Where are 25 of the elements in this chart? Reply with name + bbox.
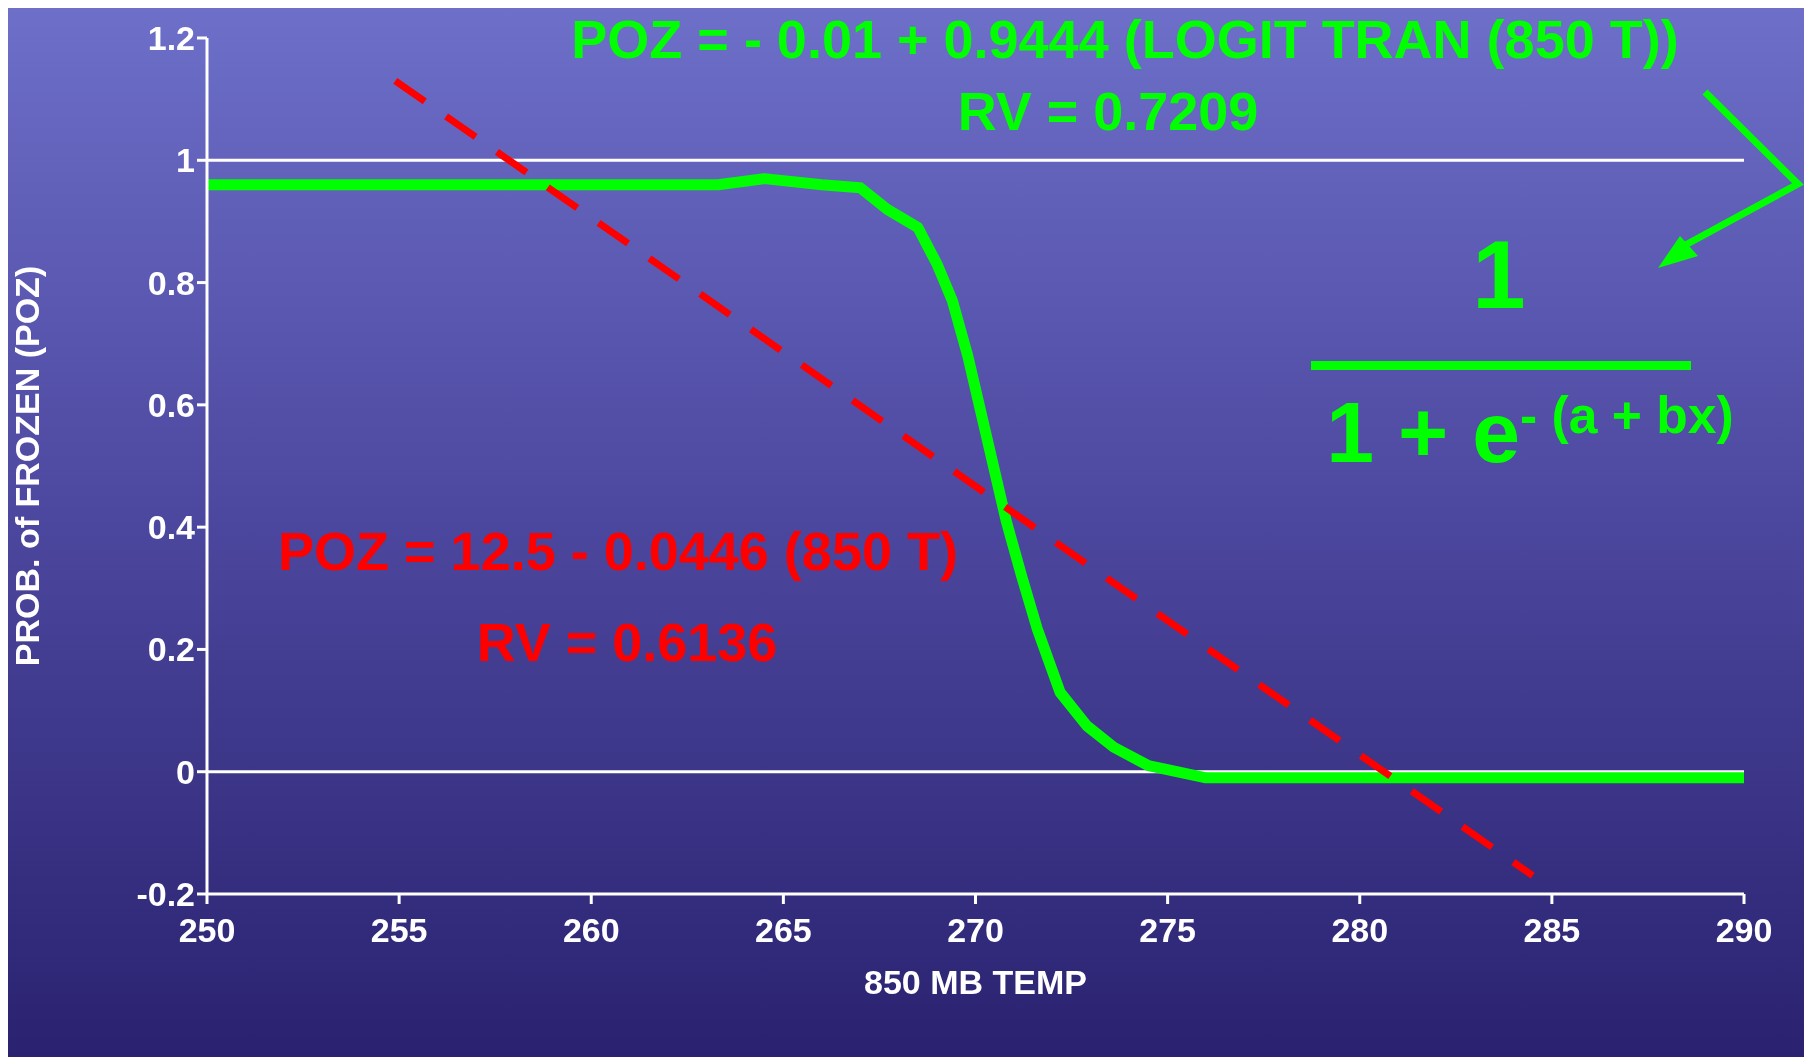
y-tick-label: 0.8 — [147, 263, 195, 302]
y-tick-label: 0.4 — [147, 508, 196, 547]
x-axis-title: 850 MB TEMP — [864, 963, 1087, 1001]
annotation: RV = 0.6136 — [476, 612, 778, 672]
x-tick-label: 265 — [755, 911, 812, 950]
x-tick-label: 260 — [562, 911, 620, 950]
x-tick-label: 270 — [947, 911, 1004, 950]
y-tick-label: 1.2 — [147, 19, 195, 58]
annotation: POZ = 12.5 - 0.0446 (850 T) — [278, 521, 958, 581]
x-tick-label: 280 — [1331, 911, 1389, 950]
x-tick-label: 275 — [1139, 911, 1196, 950]
y-tick-label: 0.6 — [147, 385, 195, 424]
annotation: 1 — [1472, 221, 1526, 328]
annotation: RV = 0.7209 — [957, 81, 1259, 141]
annotation: 1 + e$^{- (a + bx)}$ — [1326, 384, 1734, 480]
y-tick-label: 0 — [176, 752, 195, 791]
y-tick-label: 1 — [176, 141, 195, 180]
x-tick-label: 250 — [178, 911, 236, 950]
y-tick-label: 0.2 — [147, 630, 195, 669]
annotation: POZ = - 0.01 + 0.9444 (LOGIT TRAN (850 T)) — [571, 9, 1679, 69]
y-tick-label: -0.2 — [136, 875, 195, 914]
y-axis-title: PROB. of FROZEN (POZ) — [8, 265, 47, 667]
x-tick-label: 285 — [1523, 911, 1581, 950]
x-tick-label: 290 — [1715, 911, 1773, 950]
x-tick-label: 255 — [370, 911, 428, 950]
